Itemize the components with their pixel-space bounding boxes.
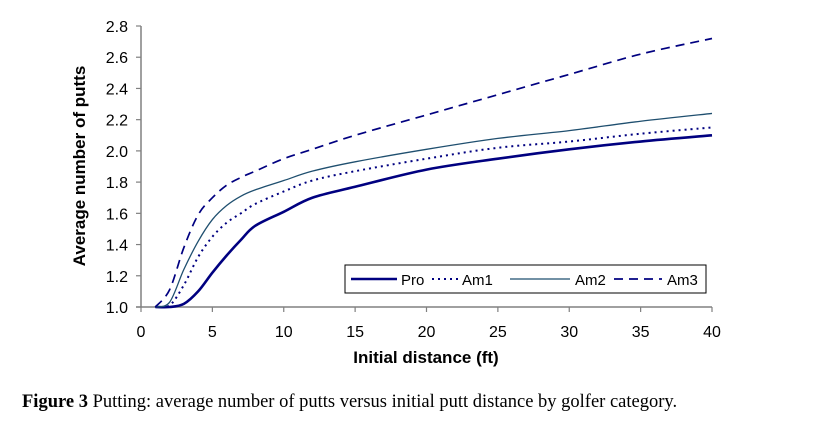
- x-tick-label: 15: [346, 324, 364, 341]
- x-tick-label: 5: [208, 324, 217, 341]
- series-line-am3: [154, 37, 713, 308]
- series-layer: [154, 37, 713, 309]
- chart: 1.0 1.2 1.4 1.6 1.8 2.0 2.2 2.4 2.6 2.8 0 5 10 15 20 25…: [70, 19, 721, 367]
- legend: Pro Am1 Am2 Am3: [344, 264, 707, 294]
- x-tick-label: 30: [560, 324, 578, 341]
- legend-label-am2: Am2: [575, 272, 606, 289]
- series-line-am2: [155, 112, 713, 308]
- caption-label: Figure 3: [22, 392, 88, 412]
- legend-label-am3: Am3: [667, 272, 698, 289]
- y-tick-label: 1.2: [106, 269, 128, 286]
- y-tick-label: 1.4: [106, 238, 128, 255]
- y-tick-label: 1.0: [106, 300, 128, 317]
- y-tick-label: 2.8: [106, 19, 128, 36]
- series-line-am1: [155, 126, 713, 309]
- y-tick-label: 2.6: [106, 50, 128, 67]
- x-tick-label: 25: [489, 324, 507, 341]
- x-tick-label: 35: [632, 324, 650, 341]
- x-tick-label: 20: [418, 324, 436, 341]
- axes: 1.0 1.2 1.4 1.6 1.8 2.0 2.2 2.4 2.6 2.8 0 5 10 15 20 25…: [106, 19, 721, 341]
- y-axis-title: Average number of putts: [70, 66, 89, 267]
- legend-label-pro: Pro: [401, 272, 424, 289]
- figure-caption: Figure 3 Putting: average number of putt…: [22, 392, 677, 413]
- y-tick-label: 1.6: [106, 206, 128, 223]
- y-tick-label: 2.0: [106, 144, 128, 161]
- x-axis-title: Initial distance (ft): [353, 348, 498, 367]
- legend-label-am1: Am1: [462, 272, 493, 289]
- y-tick-label: 1.8: [106, 175, 128, 192]
- y-tick-label: 2.4: [106, 81, 128, 98]
- y-tick-label: 2.2: [106, 113, 128, 130]
- series-line-pro: [155, 133, 713, 309]
- x-tick-label: 40: [703, 324, 721, 341]
- caption-text: Putting: average number of putts versus …: [87, 392, 678, 412]
- x-tick-label: 0: [137, 324, 146, 341]
- x-tick-label: 10: [275, 324, 293, 341]
